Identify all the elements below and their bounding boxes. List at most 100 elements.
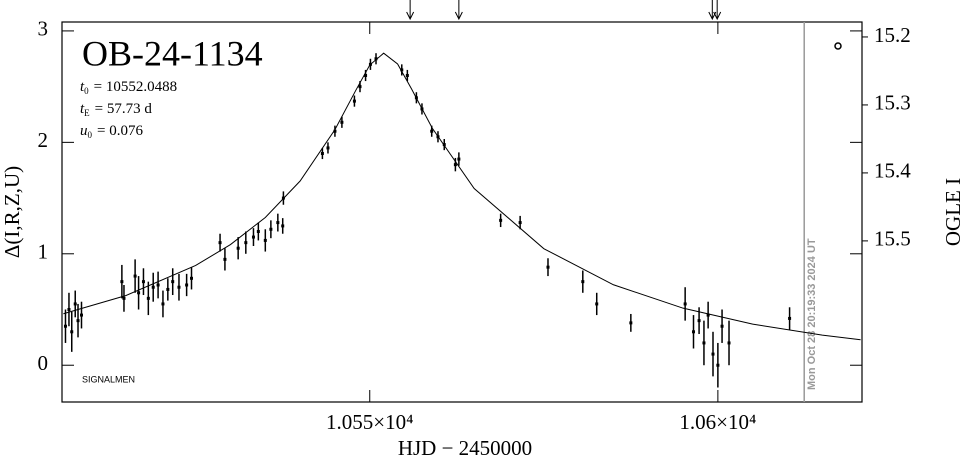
data-point bbox=[581, 280, 585, 284]
data-point bbox=[706, 313, 710, 317]
marker-symbol bbox=[834, 42, 842, 50]
data-point bbox=[223, 257, 227, 261]
parameter: tE = 57.73 d bbox=[80, 101, 152, 118]
y2-tick-label: 15.2 bbox=[874, 23, 911, 47]
data-point bbox=[352, 99, 356, 103]
data-point bbox=[405, 73, 409, 77]
data-point bbox=[720, 324, 724, 328]
data-point bbox=[122, 296, 126, 300]
chart-title: OB-24-1134 bbox=[82, 33, 263, 73]
data-point bbox=[499, 218, 503, 222]
data-point bbox=[414, 96, 418, 100]
data-point bbox=[368, 62, 372, 66]
y-tick-label: 2 bbox=[38, 128, 49, 152]
data-point bbox=[788, 316, 792, 320]
data-point bbox=[251, 235, 255, 239]
timestamp: Mon Oct 28 20:19:33 2024 UT bbox=[806, 238, 818, 390]
data-point bbox=[156, 283, 160, 287]
data-point bbox=[629, 321, 633, 325]
event-arrow bbox=[713, 0, 722, 21]
parameter-symbol: t bbox=[80, 79, 85, 95]
data-point bbox=[716, 363, 720, 367]
parameter-value: = 10552.0488 bbox=[94, 79, 177, 95]
data-point bbox=[63, 324, 67, 328]
data-point bbox=[236, 246, 240, 250]
data-point bbox=[711, 352, 715, 356]
x-tick-label: 1.055×10⁴ bbox=[326, 410, 413, 434]
data-point bbox=[358, 85, 362, 89]
event-arrow bbox=[454, 0, 463, 21]
data-point bbox=[73, 302, 77, 306]
data-point bbox=[171, 280, 175, 284]
data-point bbox=[141, 280, 145, 284]
parameter-subscript: E bbox=[84, 108, 90, 118]
data-point bbox=[133, 274, 137, 278]
data-point bbox=[276, 221, 280, 225]
data-point bbox=[137, 291, 141, 295]
data-point bbox=[430, 129, 434, 133]
data-point bbox=[70, 330, 74, 334]
data-point bbox=[683, 302, 687, 306]
data-point bbox=[692, 330, 696, 334]
data-point bbox=[333, 129, 337, 133]
y-tick-label: 0 bbox=[38, 351, 49, 375]
data-point bbox=[146, 296, 150, 300]
parameter: u0 = 0.076 bbox=[80, 123, 143, 140]
parameter: t0 = 10552.0488 bbox=[80, 79, 177, 96]
data-point bbox=[400, 68, 404, 72]
parameter-subscript: 0 bbox=[88, 130, 93, 140]
data-point bbox=[263, 238, 267, 242]
x-axis-label: HJD − 2450000 bbox=[398, 436, 532, 459]
annotation: SIGNALMEN bbox=[82, 374, 135, 384]
data-point bbox=[281, 224, 285, 228]
event-arrow bbox=[708, 0, 717, 21]
data-point bbox=[67, 308, 71, 312]
data-point bbox=[702, 341, 706, 345]
data-point bbox=[364, 73, 368, 77]
data-point bbox=[161, 302, 165, 306]
x-tick-label: 1.06×10⁴ bbox=[679, 410, 756, 434]
parameter-subscript: 0 bbox=[84, 86, 89, 96]
data-point bbox=[697, 319, 701, 323]
data-point bbox=[151, 285, 155, 289]
data-point bbox=[457, 157, 461, 161]
data-point bbox=[374, 57, 378, 61]
y-axis-label: Δ(I,R,Z,U) bbox=[0, 166, 24, 258]
data-point bbox=[76, 319, 80, 323]
model-curve bbox=[63, 52, 861, 341]
data-point bbox=[218, 241, 222, 245]
event-arrow bbox=[406, 0, 415, 21]
data-point bbox=[727, 341, 731, 345]
y2-tick-label: 15.3 bbox=[874, 91, 911, 115]
data-point bbox=[185, 283, 189, 287]
data-point bbox=[177, 285, 181, 289]
data-point bbox=[120, 280, 124, 284]
data-point bbox=[453, 163, 457, 167]
parameter-value: = 0.076 bbox=[97, 123, 143, 139]
data-point bbox=[281, 196, 285, 200]
data-point bbox=[166, 287, 170, 291]
data-point bbox=[420, 107, 424, 111]
data-point bbox=[326, 146, 330, 150]
data-point bbox=[595, 302, 599, 306]
y2-tick-label: 15.5 bbox=[874, 227, 911, 251]
data-point bbox=[320, 151, 324, 155]
y2-tick-label: 15.4 bbox=[874, 159, 911, 183]
data-point bbox=[256, 230, 260, 234]
data-point bbox=[269, 227, 273, 231]
data-point bbox=[340, 120, 344, 124]
y-tick-label: 1 bbox=[38, 240, 49, 264]
y-tick-label: 3 bbox=[38, 17, 49, 41]
plot-frame bbox=[61, 21, 863, 403]
parameter-symbol: u bbox=[80, 123, 88, 139]
parameter-value: = 57.73 d bbox=[95, 101, 153, 117]
data-point bbox=[79, 313, 83, 317]
parameter-symbol: t bbox=[80, 101, 85, 117]
y2-axis-label: OGLE I bbox=[941, 178, 965, 246]
data-point bbox=[442, 143, 446, 147]
data-point bbox=[244, 241, 248, 245]
data-point bbox=[546, 265, 550, 269]
data-point bbox=[436, 135, 440, 139]
data-point bbox=[190, 276, 194, 280]
